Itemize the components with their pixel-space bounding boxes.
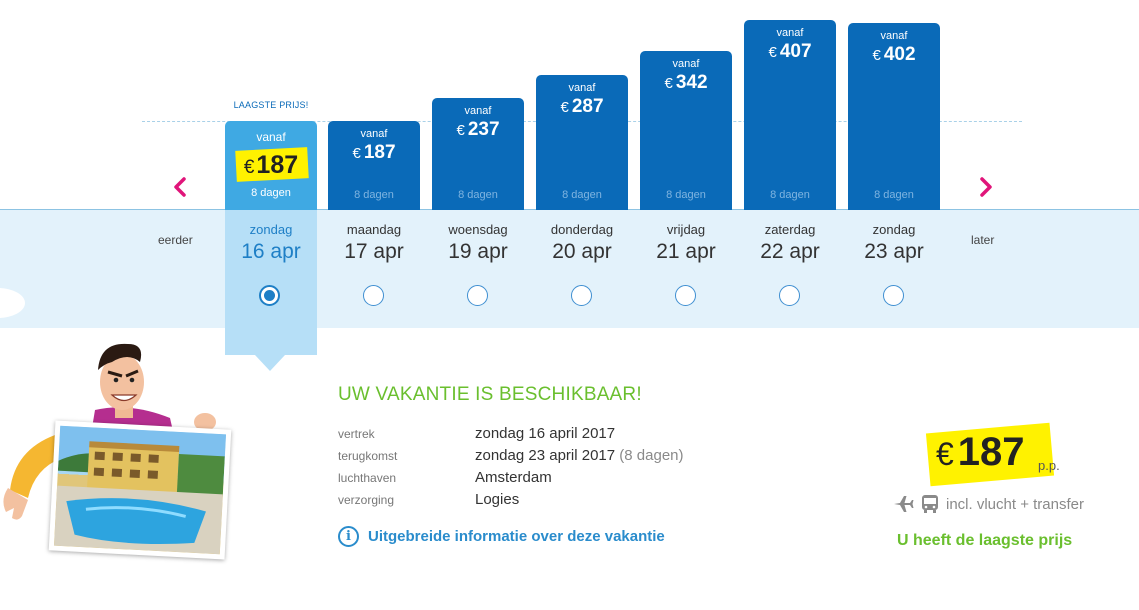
- bar-vanaf-label: vanaf: [568, 82, 596, 94]
- bar-vanaf-label: vanaf: [672, 58, 700, 70]
- bar-vanaf-label: vanaf: [776, 27, 804, 39]
- bar-price: €187: [352, 142, 396, 163]
- price-bar[interactable]: vanaf €287 8 dagen: [536, 75, 628, 210]
- later-link[interactable]: later: [971, 233, 995, 247]
- bar-price: €407: [768, 41, 812, 62]
- bar-duration: 8 dagen: [458, 189, 498, 201]
- date-label: 20 apr: [552, 240, 612, 263]
- detail-label: vertrek: [338, 427, 375, 441]
- price-bar[interactable]: vanaf €407 8 dagen: [744, 20, 836, 210]
- date-label: 21 apr: [656, 240, 716, 263]
- bar-duration: 8 dagen: [666, 189, 706, 201]
- day-label: zondag: [872, 222, 916, 237]
- bus-icon: [922, 495, 938, 513]
- date-label: 22 apr: [760, 240, 820, 263]
- day-label: vrijdag: [666, 222, 706, 237]
- date-band: [0, 209, 1139, 328]
- day-label: zaterdag: [764, 222, 816, 237]
- detail-label: verzorging: [338, 493, 395, 507]
- price-bar-selected[interactable]: vanaf €187 8 dagen: [225, 121, 317, 210]
- bar-price: €237: [456, 119, 500, 140]
- price-bar[interactable]: vanaf €187 8 dagen: [328, 121, 420, 210]
- date-label: 17 apr: [344, 240, 404, 263]
- detail-label: luchthaven: [338, 471, 397, 485]
- bar-duration: 8 dagen: [562, 189, 602, 201]
- mascot-illustration: [3, 343, 216, 520]
- includes-info: incl. vlucht + transfer: [892, 494, 1084, 514]
- bar-duration: 8 dagen: [251, 187, 291, 199]
- date-radio[interactable]: [883, 285, 904, 306]
- price-bar[interactable]: vanaf €237 8 dagen: [432, 98, 524, 210]
- day-label-selected: zondag: [249, 222, 293, 237]
- bar-price: €187: [243, 151, 299, 179]
- bar-vanaf-label: vanaf: [880, 30, 908, 42]
- date-label-selected: 16 apr: [241, 240, 301, 263]
- detail-value: Amsterdam: [475, 469, 552, 486]
- more-info-link[interactable]: i Uitgebreide informatie over deze vakan…: [338, 526, 665, 547]
- date-radio-selected[interactable]: [259, 285, 280, 306]
- summary-price: €187: [936, 430, 1025, 474]
- bar-duration: 8 dagen: [770, 189, 810, 201]
- bar-vanaf-label: vanaf: [360, 128, 388, 140]
- detail-value: zondag 16 april 2017: [475, 425, 616, 442]
- detail-value: Logies: [475, 491, 520, 508]
- detail-label: terugkomst: [338, 449, 398, 463]
- bar-price: €342: [664, 72, 708, 93]
- hotel-photo: [48, 420, 232, 560]
- availability-title: UW VAKANTIE IS BESCHIKBAAR!: [338, 384, 642, 405]
- bar-vanaf-label: vanaf: [256, 130, 286, 144]
- bar-duration: 8 dagen: [354, 189, 394, 201]
- lowest-price-label: LAAGSTE PRIJS!: [233, 100, 309, 110]
- lowest-price-message: U heeft de laagste prijs: [897, 532, 1073, 549]
- day-label: maandag: [346, 222, 402, 237]
- bar-price: €287: [560, 96, 604, 117]
- plane-icon: [894, 496, 914, 512]
- date-radio[interactable]: [571, 285, 592, 306]
- chevron-right-icon[interactable]: [976, 175, 996, 199]
- earlier-link[interactable]: eerder: [158, 233, 193, 247]
- day-label: donderdag: [550, 222, 614, 237]
- date-label: 19 apr: [448, 240, 508, 263]
- price-bar[interactable]: vanaf €402 8 dagen: [848, 23, 940, 210]
- chevron-left-icon[interactable]: [170, 175, 190, 199]
- price-bar[interactable]: vanaf €342 8 dagen: [640, 51, 732, 210]
- date-label: 23 apr: [864, 240, 924, 263]
- date-radio[interactable]: [363, 285, 384, 306]
- bar-price: €402: [872, 44, 916, 65]
- day-label: woensdag: [448, 222, 508, 237]
- date-radio[interactable]: [779, 285, 800, 306]
- date-radio[interactable]: [467, 285, 488, 306]
- date-radio[interactable]: [675, 285, 696, 306]
- detail-value: zondag 23 april 2017 (8 dagen): [475, 447, 684, 464]
- bar-vanaf-label: vanaf: [464, 105, 492, 117]
- bar-duration: 8 dagen: [874, 189, 914, 201]
- more-info-label: Uitgebreide informatie over deze vakanti…: [368, 528, 665, 545]
- includes-label: incl. vlucht + transfer: [946, 495, 1084, 513]
- info-icon: i: [338, 526, 359, 547]
- selected-pointer: [255, 355, 285, 371]
- per-person-label: p.p.: [1038, 458, 1060, 473]
